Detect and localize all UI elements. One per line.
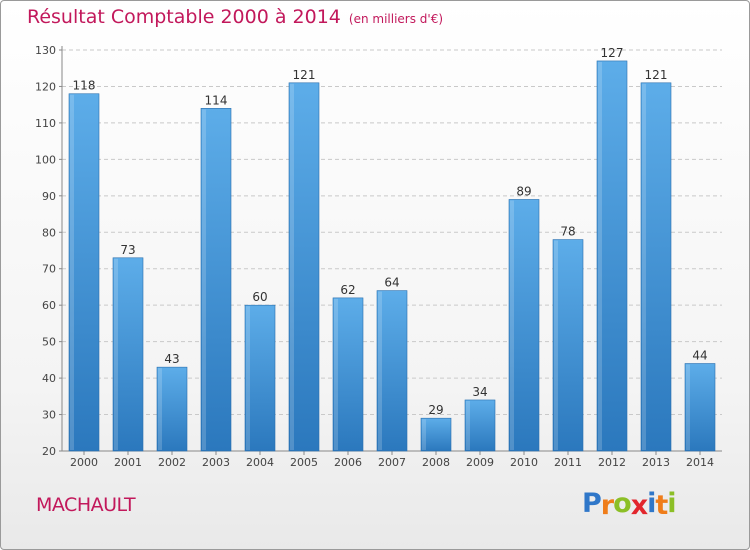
x-tick-label-2007: 2007 [378,456,406,469]
proxiti-logo: Proxiti [582,488,677,521]
bar-highlight [114,258,118,450]
bar-2000 [68,93,100,452]
y-tick-label: 120 [35,80,56,93]
value-label-2004: 60 [252,290,267,304]
logo-letter: t [655,490,668,521]
x-tick-label-2011: 2011 [554,456,582,469]
y-tick-label: 90 [42,190,56,203]
bar-2011 [552,239,584,452]
bar-highlight [510,200,514,450]
bar-highlight [554,240,558,450]
x-tick-label-2005: 2005 [290,456,318,469]
logo-letter: r [600,490,614,521]
bar-highlight [202,109,206,450]
y-tick-label: 110 [35,117,56,130]
bar-2007 [376,290,408,452]
bars [68,60,716,452]
bar-2001 [112,257,144,452]
value-label-2013: 121 [645,68,668,82]
chart-subtitle: (en milliers d'€) [348,12,444,26]
y-tick-label: 80 [42,226,56,239]
value-label-2008: 29 [428,403,443,417]
bar-highlight [158,368,162,450]
x-tick-label-2002: 2002 [158,456,186,469]
value-label-2006: 62 [340,283,355,297]
x-tick-label-2010: 2010 [510,456,538,469]
bar-highlight [70,94,74,450]
logo-letter: i [667,488,676,519]
chart-title: Résultat Comptable 2000 à 2014 (en millie… [27,6,443,28]
y-tick-label: 70 [42,263,56,276]
y-tick-label: 50 [42,336,56,349]
logo-letter: i [647,488,656,519]
bar-2004 [244,304,276,452]
y-tick-label: 20 [42,445,56,458]
value-label-2010: 89 [516,184,531,198]
value-label-2014: 44 [692,349,707,363]
y-tick-label: 60 [42,299,56,312]
chart-title-text: Résultat Comptable 2000 à 2014 [27,6,341,28]
y-tick-label: 100 [35,153,56,166]
bar-2008 [420,417,452,452]
tick-labels: 20 30 40 50 60 70 80 90 100 110 120 130 2000 2001 2002… [35,44,714,469]
bar-highlight [466,400,470,450]
logo-letter: P [582,488,602,519]
x-tick-label-2004: 2004 [246,456,274,469]
value-label-2007: 64 [384,276,399,290]
bar-2005 [288,82,320,452]
y-tick-label: 40 [42,372,56,385]
x-tick-label-2003: 2003 [202,456,230,469]
bar-highlight [334,298,338,450]
x-tick-label-2008: 2008 [422,456,450,469]
bar-2009 [464,399,496,452]
value-label-2001: 73 [120,243,135,257]
bar-2010 [508,199,540,452]
bar-highlight [642,83,646,451]
value-labels: 118 73 43 114 60 121 62 64 29 34 89 78 127 121 44 [73,46,708,417]
y-tick-label: 130 [35,44,56,57]
value-label-2000: 118 [73,79,96,93]
x-tick-label-2014: 2014 [686,456,714,469]
value-label-2011: 78 [560,225,575,239]
x-tick-label-2000: 2000 [70,456,98,469]
bar-2013 [640,82,672,452]
bar-2003 [200,108,232,452]
logo-letter: o [613,488,632,519]
bar-highlight [246,306,250,450]
value-label-2005: 121 [293,68,316,82]
x-tick-label-2009: 2009 [466,456,494,469]
bar-2014 [684,363,716,452]
x-tick-label-2012: 2012 [598,456,626,469]
bar-highlight [290,83,294,451]
bar-highlight [686,364,690,450]
logo-letter: x [630,490,648,521]
value-label-2009: 34 [472,385,487,399]
value-label-2003: 114 [205,93,228,107]
bar-2012 [596,60,628,452]
value-label-2012: 127 [601,46,624,60]
value-label-2002: 43 [164,352,179,366]
x-tick-label-2013: 2013 [642,456,670,469]
bar-highlight [378,291,382,450]
y-tick-label: 30 [42,409,56,422]
bar-highlight [598,61,602,450]
place-name: MACHAULT [36,494,136,516]
x-tick-label-2001: 2001 [114,456,142,469]
bar-highlight [422,419,426,450]
bar-2002 [156,366,188,452]
x-tick-label-2006: 2006 [334,456,362,469]
bar-2006 [332,297,364,452]
